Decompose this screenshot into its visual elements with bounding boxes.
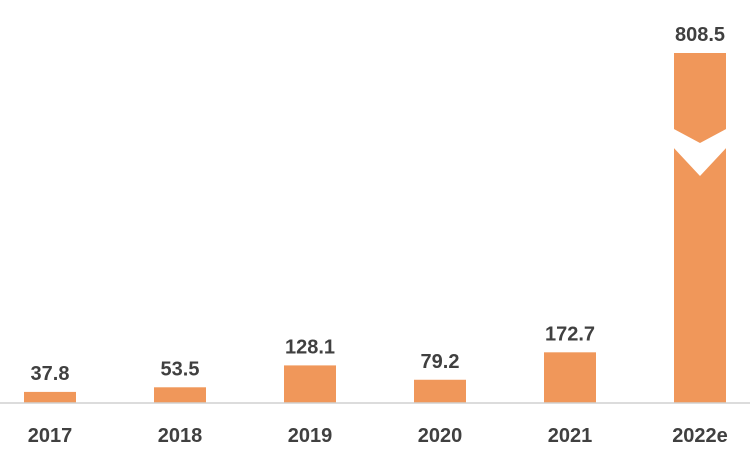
bar-2019 (284, 365, 336, 403)
category-label-2020: 2020 (418, 425, 463, 447)
value-label-2020: 79.2 (421, 351, 460, 373)
value-label-2022e: 808.5 (675, 24, 725, 46)
bar-2018 (154, 387, 206, 403)
value-label-2017: 37.8 (31, 363, 70, 385)
axis-break-marker (672, 128, 728, 176)
value-label-2018: 53.5 (161, 358, 200, 380)
category-labels-group: 2017 2018 2019 2020 2021 2022e (28, 425, 728, 447)
value-labels-group: 37.8 53.5 128.1 79.2 172.7 808.5 (31, 24, 726, 385)
bar-2021 (544, 352, 596, 403)
bar-2017 (24, 391, 76, 403)
category-label-2022e: 2022e (672, 425, 728, 447)
value-label-2019: 128.1 (285, 336, 335, 358)
bar-2020 (414, 379, 466, 403)
bar-2022e (674, 53, 726, 403)
category-label-2018: 2018 (158, 425, 203, 447)
bars-group (24, 53, 728, 403)
category-label-2019: 2019 (288, 425, 333, 447)
category-label-2017: 2017 (28, 425, 73, 447)
value-label-2021: 172.7 (545, 323, 595, 345)
category-label-2021: 2021 (548, 425, 593, 447)
